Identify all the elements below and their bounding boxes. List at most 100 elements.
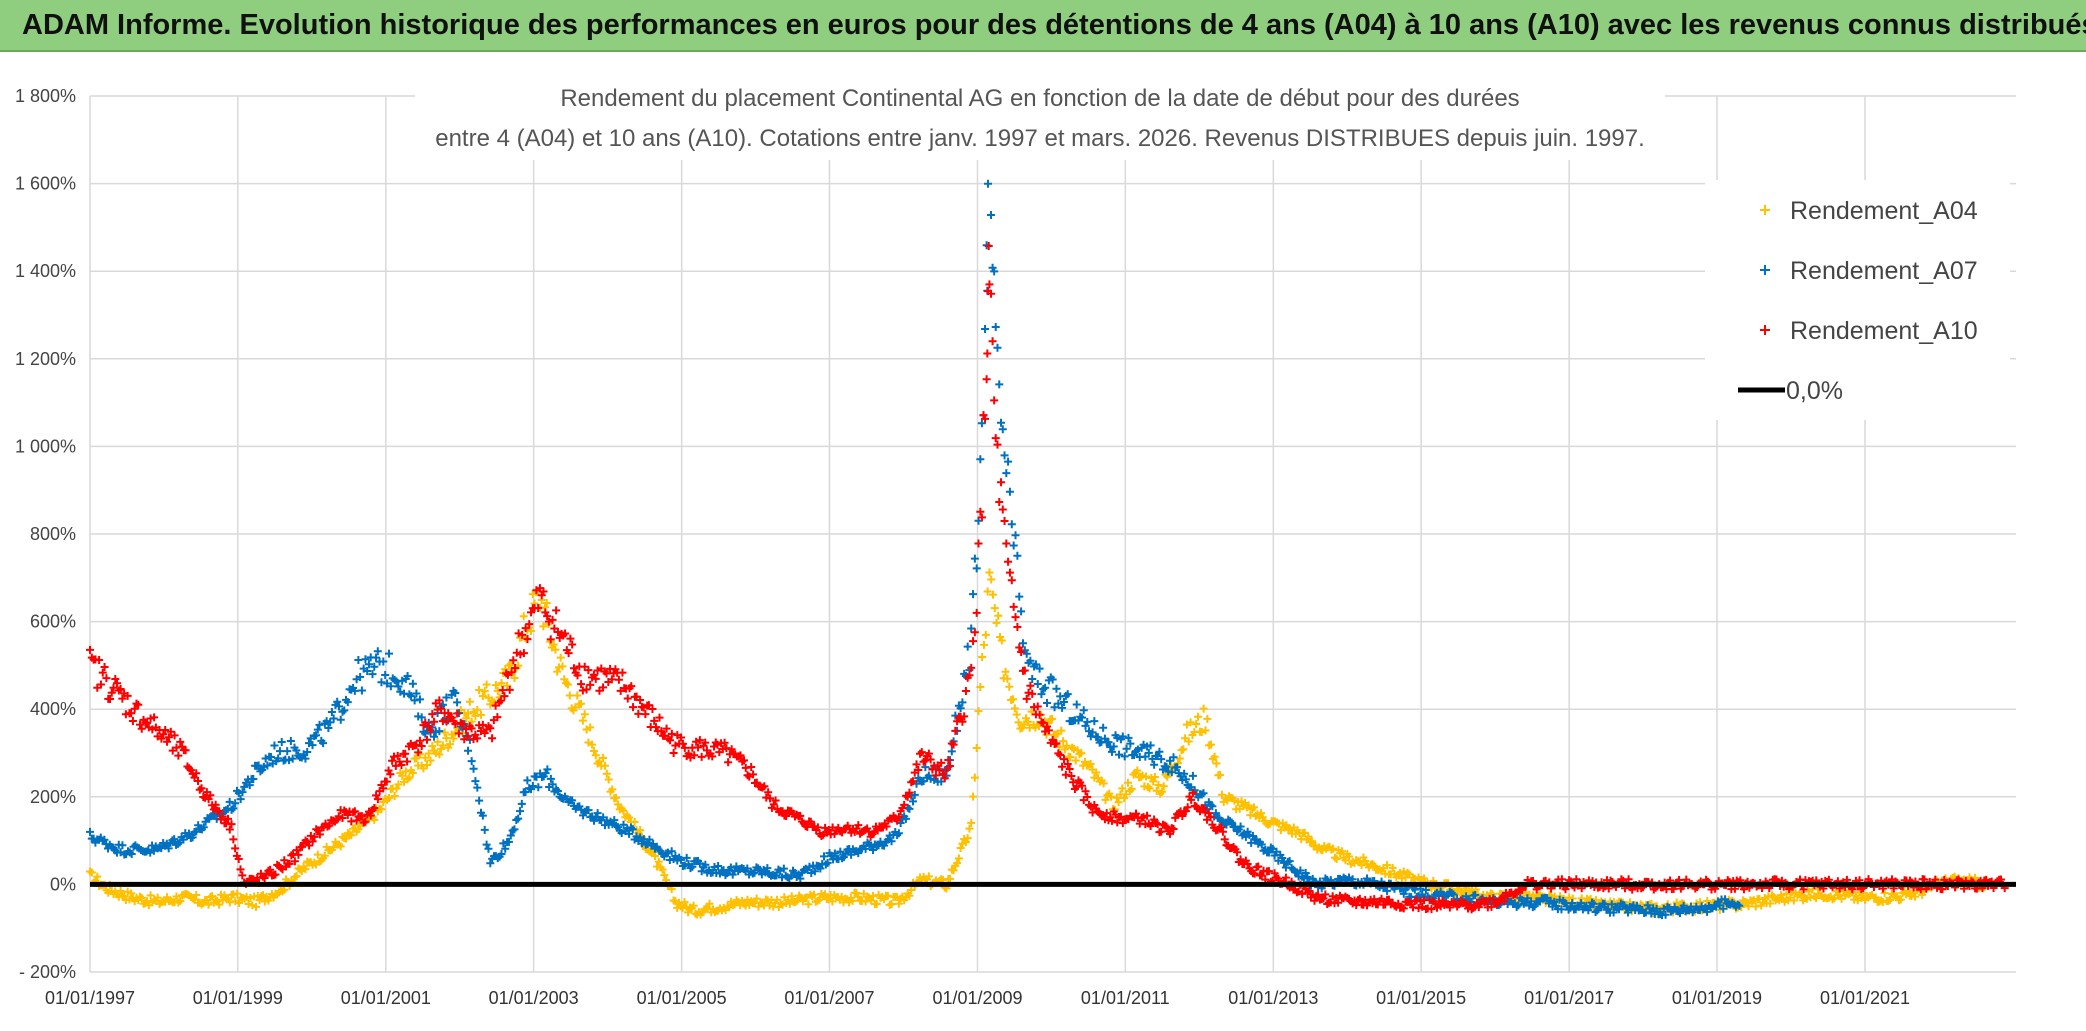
point-a10 — [944, 756, 953, 765]
point-a07 — [283, 747, 292, 756]
point-a07 — [993, 343, 1002, 352]
point-a07 — [1083, 717, 1092, 726]
point-a04 — [244, 899, 253, 908]
point-a10 — [134, 700, 143, 709]
point-a10 — [95, 656, 104, 665]
point-a10 — [111, 675, 120, 684]
point-a10 — [764, 788, 773, 797]
point-a04 — [146, 891, 155, 900]
y-tick-label: 400% — [30, 699, 76, 719]
point-a04 — [491, 681, 500, 690]
point-a04 — [1077, 749, 1086, 758]
point-a04 — [408, 768, 417, 777]
point-a04 — [1345, 852, 1354, 861]
point-a10 — [1072, 782, 1081, 791]
point-a10 — [1052, 739, 1061, 748]
point-a07 — [1449, 890, 1458, 899]
point-a10 — [564, 649, 573, 658]
point-a04 — [1396, 868, 1405, 877]
point-a04 — [804, 900, 813, 909]
point-a10 — [109, 683, 118, 692]
point-a07 — [1048, 675, 1057, 684]
point-a07 — [475, 796, 484, 805]
point-a07 — [869, 845, 878, 854]
point-a10 — [1377, 894, 1386, 903]
point-a04 — [772, 895, 781, 904]
point-a04 — [1210, 752, 1219, 761]
point-a10 — [488, 734, 497, 743]
point-a10 — [894, 812, 903, 821]
point-a07 — [363, 667, 372, 676]
legend-plus-marker — [1760, 325, 1770, 335]
point-a04 — [630, 817, 639, 826]
point-a10 — [1416, 897, 1425, 906]
point-a10 — [511, 664, 520, 673]
point-a04 — [576, 699, 585, 708]
point-a04 — [613, 800, 622, 809]
point-a07 — [1107, 747, 1116, 756]
point-a10 — [424, 721, 433, 730]
point-a04 — [428, 742, 437, 751]
point-a07 — [972, 564, 981, 573]
point-a07 — [991, 323, 1000, 332]
point-a07 — [327, 708, 336, 717]
point-a04 — [1003, 674, 1012, 683]
point-a04 — [549, 640, 558, 649]
point-a07 — [1054, 699, 1063, 708]
point-a04 — [1871, 893, 1880, 902]
point-a10 — [519, 649, 528, 658]
point-a07 — [984, 179, 993, 188]
point-a10 — [921, 756, 930, 765]
point-a04 — [93, 872, 102, 881]
point-a07 — [312, 731, 321, 740]
point-a07 — [1026, 656, 1035, 665]
y-tick-label: 1 400% — [15, 261, 76, 281]
point-a04 — [1114, 798, 1123, 807]
point-a04 — [435, 750, 444, 759]
legend-entry-a10: Rendement_A10 — [1760, 317, 1978, 345]
point-a10 — [463, 732, 472, 741]
point-a07 — [947, 747, 956, 756]
point-a04 — [565, 691, 574, 700]
point-a07 — [625, 829, 634, 838]
point-a10 — [983, 349, 992, 358]
point-a07 — [1157, 755, 1166, 764]
point-a07 — [471, 777, 480, 786]
point-a04 — [465, 697, 474, 706]
point-a04 — [1192, 720, 1201, 729]
point-a04 — [1880, 889, 1889, 898]
y-tick-label: 1 000% — [15, 436, 76, 456]
point-a10 — [86, 645, 94, 654]
point-a07 — [608, 820, 617, 829]
point-a07 — [997, 418, 1006, 427]
point-a04 — [398, 771, 407, 780]
point-a10 — [949, 740, 958, 749]
y-tick-label: 600% — [30, 612, 76, 632]
point-a07 — [1589, 899, 1598, 908]
point-a07 — [266, 753, 275, 762]
point-a10 — [813, 823, 822, 832]
point-a04 — [392, 784, 401, 793]
point-a07 — [977, 419, 986, 428]
point-a07 — [313, 725, 322, 734]
point-a10 — [161, 725, 170, 734]
point-a07 — [1296, 866, 1305, 875]
point-a04 — [225, 898, 234, 907]
legend-label: 0,0% — [1786, 377, 1843, 405]
point-a10 — [1199, 804, 1208, 813]
point-a10 — [325, 821, 334, 830]
point-a04 — [602, 769, 611, 778]
point-a04 — [1286, 824, 1295, 833]
point-a04 — [1420, 874, 1429, 883]
point-a07 — [998, 425, 1007, 434]
x-tick-label: 01/01/2003 — [489, 988, 579, 1008]
point-a10 — [382, 777, 391, 786]
point-a10 — [521, 624, 530, 633]
point-a10 — [435, 696, 444, 705]
point-a04 — [87, 868, 96, 877]
point-a04 — [1337, 847, 1346, 856]
point-a10 — [338, 814, 347, 823]
point-a07 — [231, 799, 240, 808]
point-a10 — [227, 820, 236, 829]
point-a04 — [872, 899, 881, 908]
